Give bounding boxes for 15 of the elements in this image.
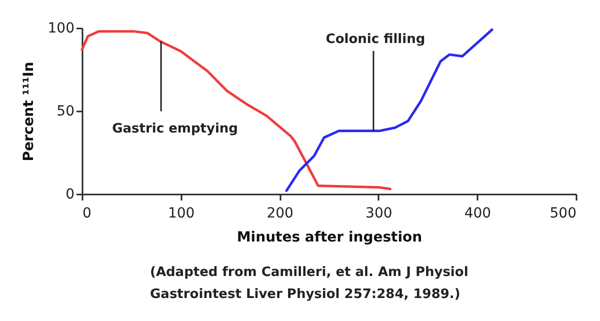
x-axis-title: Minutes after ingestion [236, 230, 422, 246]
y-tick-label: 50 [56, 104, 74, 120]
x-tick-label: 500 [550, 206, 576, 222]
x-tick-label: 100 [168, 206, 195, 222]
x-tick-label: 0 [82, 206, 92, 222]
y-axis-title: Percent ¹¹¹In [20, 62, 37, 162]
line-series [285, 28, 494, 192]
annotation: Colonic filling [326, 32, 426, 47]
annotation: Gastric emptying [112, 121, 238, 136]
x-tick-label: 400 [464, 206, 492, 222]
x-tick-label: 200 [266, 206, 294, 222]
x-tick-label: 300 [366, 206, 392, 222]
text: (Adapted from Camilleri, et al. Am J Physiol Gastrointest Liver Physiol 257:284, 1989.) [150, 264, 470, 304]
y-tick-label: 100 [48, 20, 74, 36]
y-tick-label: 0 [66, 186, 74, 202]
